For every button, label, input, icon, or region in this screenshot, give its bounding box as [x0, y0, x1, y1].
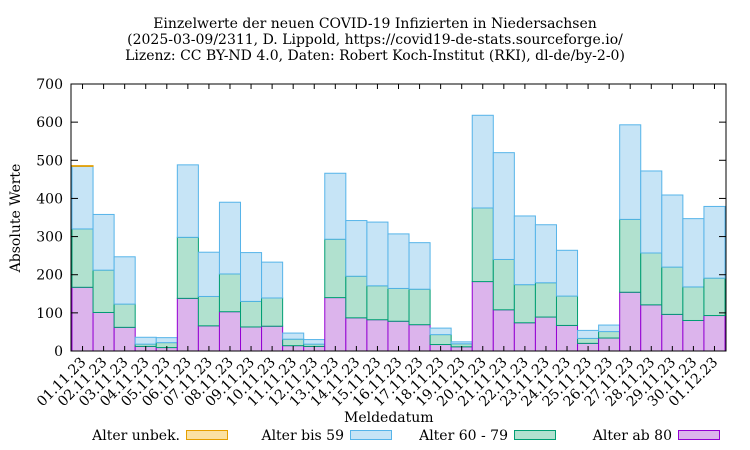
bar-age-under-60	[408, 242, 431, 290]
bar-age-60-79	[577, 337, 600, 344]
bar-age-60-79	[387, 287, 410, 322]
bar-age-60-79	[71, 228, 94, 288]
bar-age-under-60	[303, 339, 326, 345]
legend-swatch	[514, 430, 556, 440]
y-tick-label: 300	[36, 230, 63, 246]
bar-age-60-79	[492, 258, 515, 311]
x-axis-title: Meldedatum	[344, 410, 434, 426]
bar-age-60-79	[282, 338, 305, 347]
bar-age-60-79	[197, 295, 220, 327]
bar-age-under-60	[682, 218, 705, 288]
legend-swatch	[350, 430, 392, 440]
bar-age-under-60	[534, 224, 557, 284]
bar-age-under-60	[282, 332, 305, 340]
bar-age-under-60	[240, 252, 263, 302]
bar-age-60-79	[218, 273, 242, 313]
bar-age-80-plus	[92, 311, 115, 352]
bar-age-60-79	[408, 288, 431, 326]
bar-age-60-79	[619, 218, 642, 293]
bar-age-under-60	[555, 249, 579, 297]
y-tick-label: 600	[36, 115, 63, 131]
bar-age-under-60	[113, 256, 136, 305]
bar-age-80-plus	[661, 313, 684, 352]
bar-age-60-79	[640, 252, 663, 306]
bar-age-60-79	[240, 300, 263, 328]
bar-age-under-60	[218, 201, 242, 275]
legend-label: Alter unbek.	[92, 428, 180, 444]
bar-age-60-79	[429, 334, 452, 346]
chart-title-line-1: Einzelwerte der neuen COVID-19 Infiziert…	[153, 16, 597, 32]
bar-age-under-60	[366, 221, 389, 287]
bar-age-under-60	[134, 336, 157, 345]
bar-age-80-plus	[640, 304, 663, 352]
bar-age-under-60	[598, 324, 621, 333]
bar-age-60-79	[682, 286, 705, 321]
bar-age-60-79	[534, 282, 557, 318]
bar-age-60-79	[345, 275, 368, 319]
bar-age-80-plus	[471, 281, 494, 352]
bar-age-60-79	[513, 284, 536, 324]
bar-age-60-79	[92, 269, 115, 313]
legend-swatch	[186, 430, 228, 440]
bar-age-under-60	[450, 341, 473, 345]
legend-label: Alter bis 59	[261, 428, 344, 444]
bar-age-under-60	[513, 215, 536, 286]
bar-age-under-60	[155, 337, 178, 344]
legend-label: Alter ab 80	[592, 428, 672, 444]
bar-age-under-60	[640, 170, 663, 254]
bar-age-80-plus	[703, 315, 726, 352]
bar-age-under-60	[197, 251, 220, 297]
chart-title-line-3: Lizenz: CC BY-ND 4.0, Daten: Robert Koch…	[125, 48, 625, 64]
y-axis-title: Absolute Werte	[8, 163, 24, 273]
bar-age-60-79	[598, 331, 621, 339]
y-tick-label: 500	[36, 153, 63, 169]
bar-age-under-60	[324, 172, 347, 240]
bar-age-60-79	[261, 297, 284, 327]
legend-swatch	[678, 430, 720, 440]
bar-age-80-plus	[218, 311, 242, 352]
bar-age-under-60	[345, 220, 368, 277]
y-tick-label: 100	[36, 306, 63, 322]
bar-age-80-plus	[71, 286, 94, 352]
bar-age-under-60	[176, 164, 199, 238]
bar-age-under-60	[619, 124, 642, 220]
bar-age-80-plus	[534, 316, 557, 352]
bar-age-under-60	[387, 233, 410, 289]
bar-age-under-60	[703, 205, 726, 279]
bar-unknown-age	[71, 165, 94, 167]
bar-age-60-79	[176, 236, 199, 299]
bar-age-under-60	[471, 114, 494, 209]
bar-age-under-60	[577, 329, 600, 339]
bar-age-60-79	[661, 266, 684, 315]
bar-age-under-60	[429, 327, 452, 336]
chart-title-line-2: (2025-03-09/2311, D. Lippold, https://co…	[127, 32, 623, 48]
bar-age-80-plus	[176, 297, 199, 352]
y-tick-label: 0	[54, 344, 63, 360]
bar-age-under-60	[492, 152, 515, 260]
bar-age-60-79	[366, 285, 389, 321]
bar-age-under-60	[71, 165, 94, 230]
legend-label: Alter 60 - 79	[419, 428, 508, 444]
y-tick-label: 200	[36, 268, 63, 284]
bar-age-under-60	[661, 194, 684, 268]
bar-age-80-plus	[619, 291, 642, 352]
bar-age-60-79	[113, 303, 136, 328]
bar-age-80-plus	[492, 309, 515, 352]
bar-age-60-79	[324, 238, 347, 299]
y-tick-label: 700	[36, 77, 63, 93]
bar-age-60-79	[703, 277, 726, 317]
bar-age-60-79	[555, 295, 579, 326]
bar-age-60-79	[471, 207, 494, 283]
legend: Alter unbek. Alter bis 59 Alter 60 - 79 …	[0, 428, 750, 446]
y-tick-label: 400	[36, 191, 63, 207]
bar-age-under-60	[261, 261, 284, 299]
bar-age-under-60	[92, 213, 115, 271]
bar-age-80-plus	[324, 297, 347, 352]
